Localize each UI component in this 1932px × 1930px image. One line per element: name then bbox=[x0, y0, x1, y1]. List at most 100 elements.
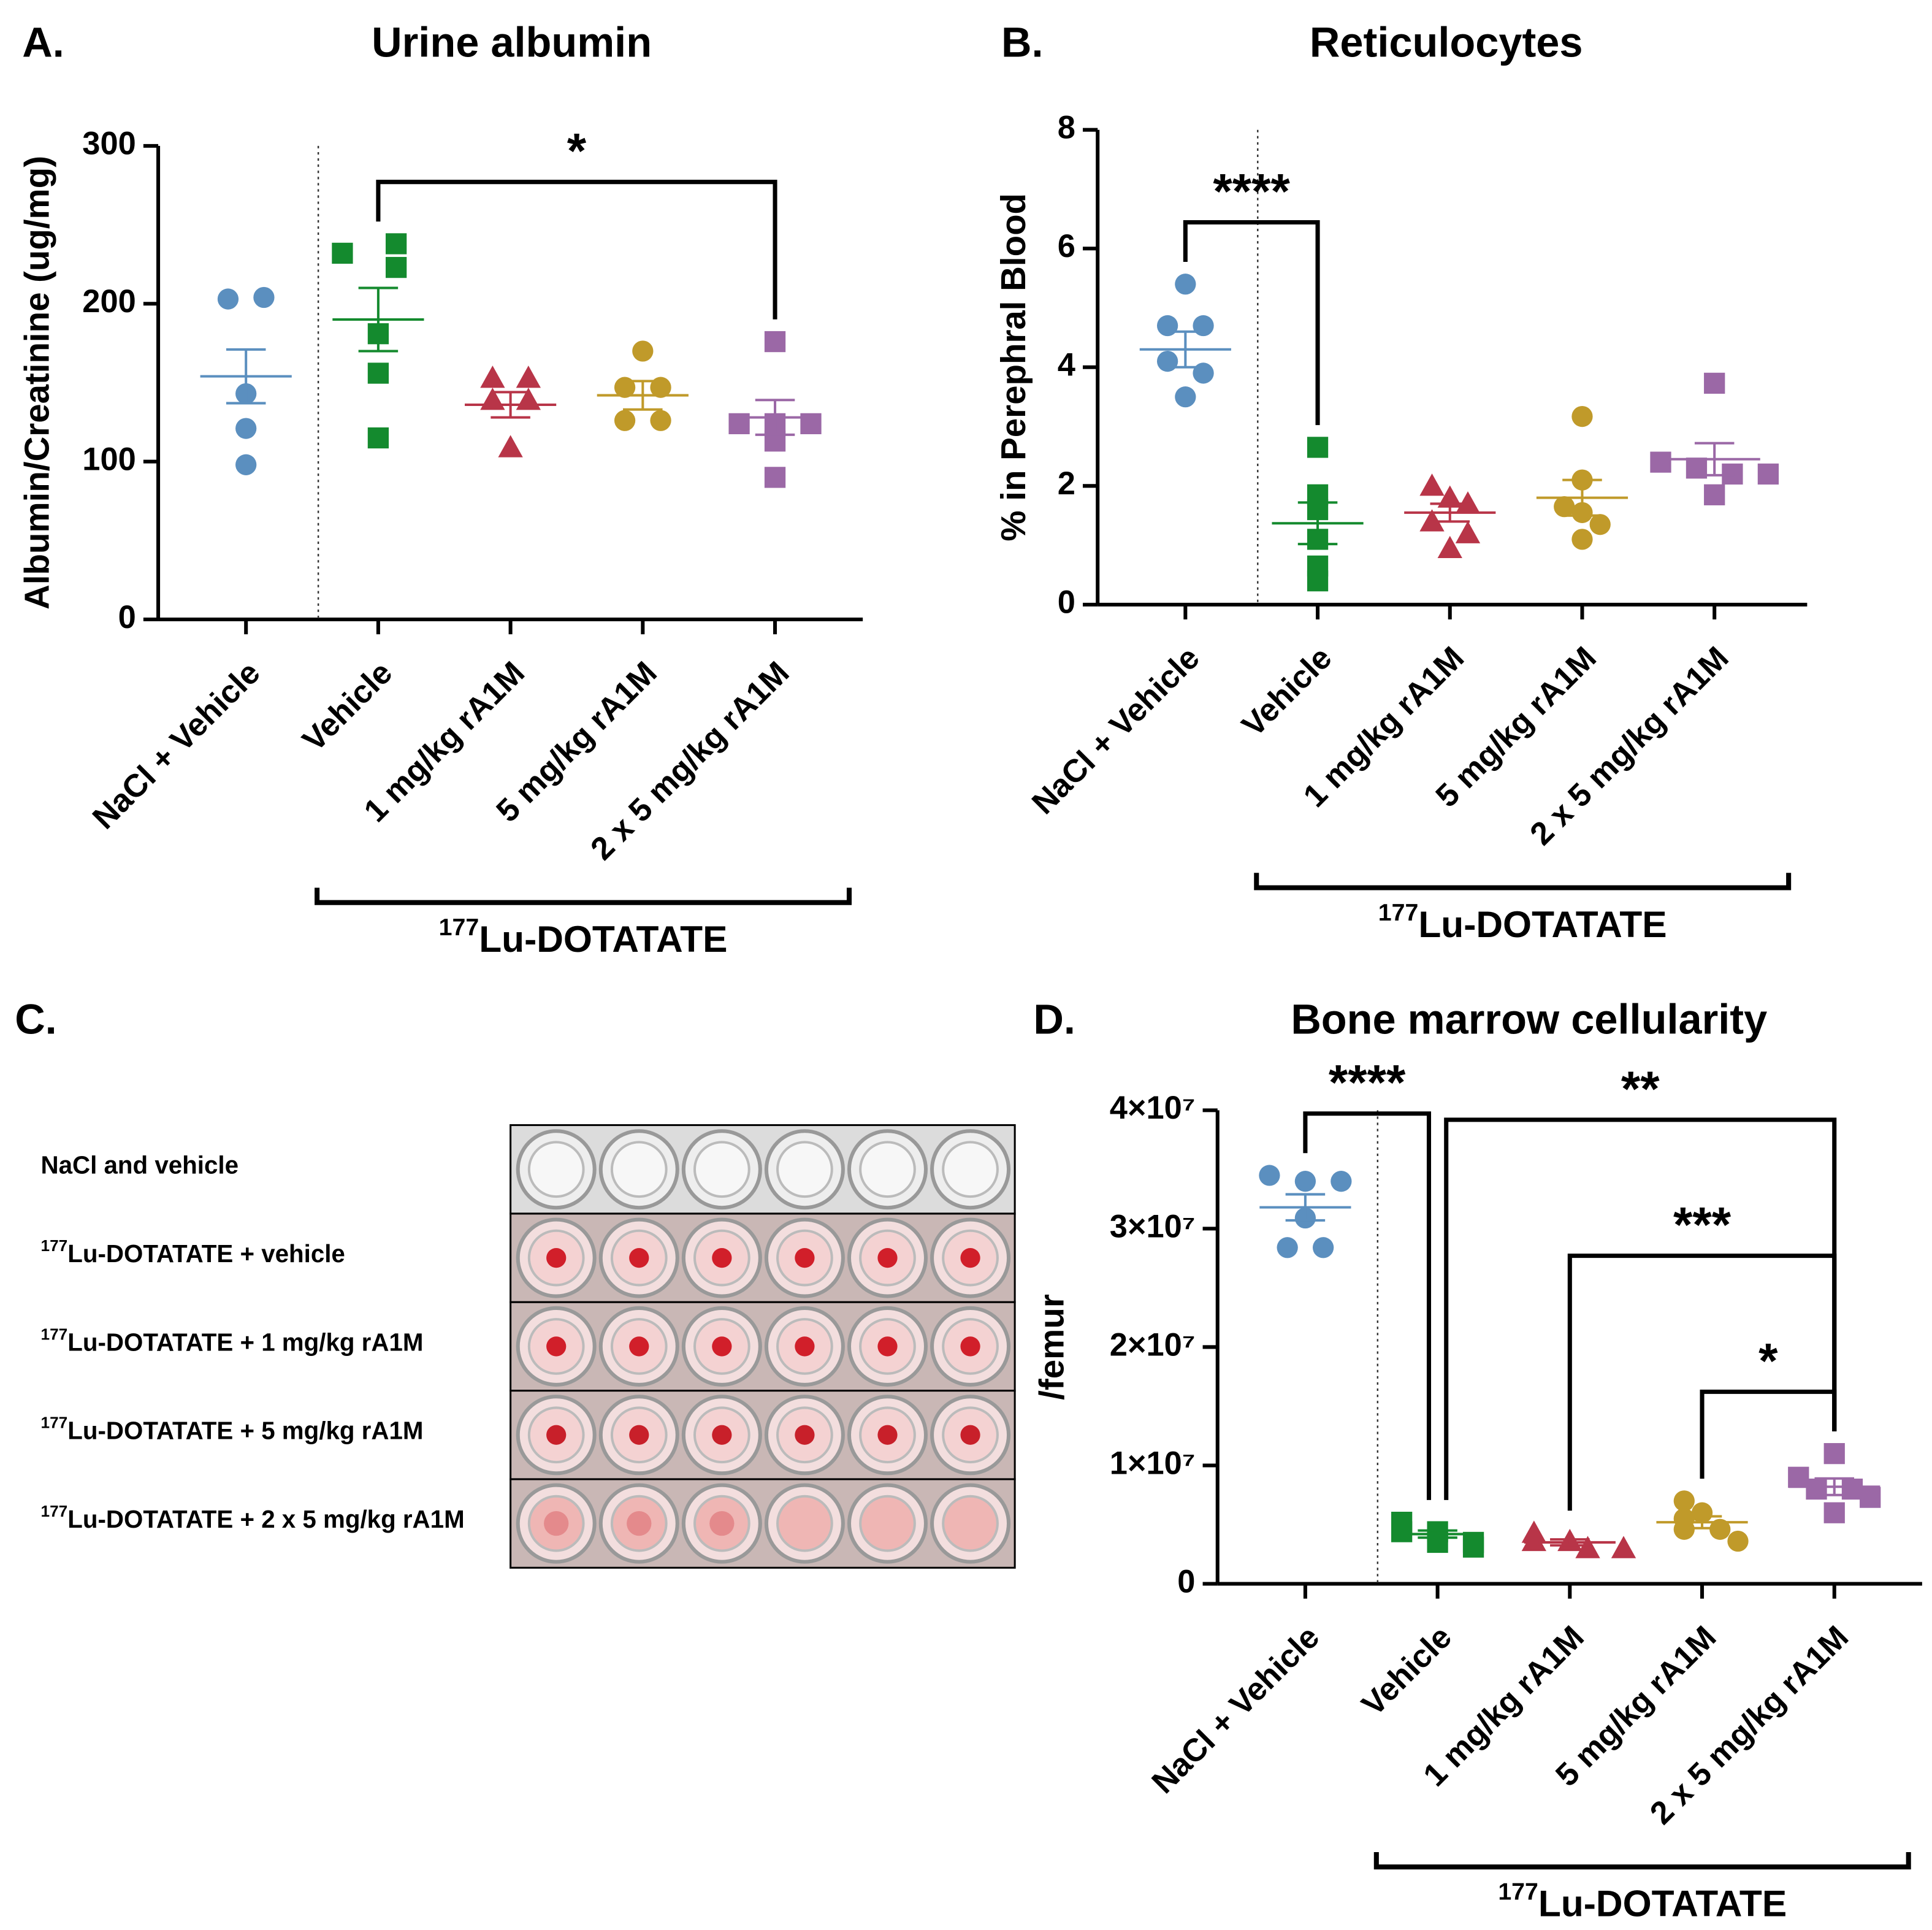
data-point bbox=[1277, 1237, 1298, 1258]
panel-label: C. bbox=[15, 995, 57, 1043]
data-point bbox=[1307, 570, 1329, 592]
group-label-sup: 177 bbox=[1378, 899, 1419, 926]
data-point bbox=[1860, 1487, 1881, 1508]
well-inner bbox=[859, 1495, 916, 1552]
significance-label: * bbox=[1758, 1333, 1778, 1388]
error-bar bbox=[1814, 1477, 1854, 1496]
blood-spot bbox=[960, 1247, 980, 1268]
chart-title: Bone marrow cellularity bbox=[1291, 995, 1767, 1043]
well-inner bbox=[610, 1141, 668, 1198]
data-point bbox=[217, 288, 239, 310]
chart-title: Urine albumin bbox=[372, 19, 652, 66]
panel-label: B. bbox=[1001, 19, 1044, 66]
error-bar bbox=[1682, 1515, 1722, 1530]
group-label-text: Lu-DOTATATE bbox=[1418, 903, 1667, 945]
significance-bracket bbox=[1567, 1254, 1837, 1511]
error-bar bbox=[358, 286, 399, 353]
group-label-text: Lu-DOTATATE bbox=[479, 918, 727, 960]
y-tick-label: 2×10⁷ bbox=[1110, 1327, 1196, 1363]
error-bar bbox=[623, 380, 663, 411]
y-tick-label: 100 bbox=[82, 442, 136, 477]
y-tick-label: 4×10⁷ bbox=[1110, 1090, 1196, 1126]
blood-spot bbox=[629, 1425, 649, 1445]
data-point bbox=[367, 427, 389, 449]
significance-label: **** bbox=[1213, 164, 1290, 219]
well-inner bbox=[776, 1141, 833, 1198]
data-point bbox=[1156, 350, 1178, 372]
photo-row-label-text: NaCl and vehicle bbox=[41, 1151, 239, 1179]
well-inner bbox=[776, 1495, 833, 1552]
significance-label: **** bbox=[1329, 1055, 1406, 1111]
blood-spot bbox=[712, 1247, 732, 1268]
data-point bbox=[1823, 1502, 1845, 1523]
group-bracket bbox=[315, 887, 852, 905]
data-point bbox=[1193, 315, 1214, 337]
y-tick-label: 4 bbox=[1058, 348, 1075, 383]
data-point bbox=[385, 233, 407, 255]
photo-row-label-text: Lu-DOTATATE + 2 x 5 mg/kg rA1M bbox=[67, 1506, 464, 1533]
significance-label: ** bbox=[1621, 1062, 1660, 1117]
data-point bbox=[385, 256, 407, 278]
well-inner bbox=[942, 1495, 999, 1552]
x-tick-label: Vehicle bbox=[296, 655, 400, 759]
well-inner bbox=[942, 1141, 999, 1198]
data-point bbox=[1294, 1171, 1316, 1192]
data-point bbox=[1554, 496, 1575, 518]
blood-spot bbox=[877, 1247, 898, 1268]
y-tick-label: 6 bbox=[1058, 229, 1075, 264]
blood-spot bbox=[795, 1247, 815, 1268]
photo-row-label: 177Lu-DOTATATE + 1 mg/kg rA1M bbox=[41, 1325, 424, 1356]
data-point bbox=[516, 366, 541, 388]
x-tick-label: NaCl + Vehicle bbox=[86, 655, 267, 836]
photo-row-label-text: Lu-DOTATATE + 1 mg/kg rA1M bbox=[67, 1328, 423, 1356]
data-point bbox=[614, 410, 636, 431]
data-point bbox=[480, 366, 505, 388]
blood-spot bbox=[709, 1511, 735, 1536]
blood-spot bbox=[795, 1336, 815, 1357]
blood-spot bbox=[546, 1336, 567, 1357]
blood-spot bbox=[629, 1336, 649, 1357]
data-point bbox=[1312, 1237, 1334, 1258]
data-point bbox=[1259, 1165, 1280, 1186]
error-bar bbox=[755, 399, 795, 436]
blood-spot bbox=[544, 1511, 569, 1536]
error-bar bbox=[491, 391, 530, 419]
blood-spot bbox=[877, 1336, 898, 1357]
significance-label: *** bbox=[1673, 1198, 1732, 1253]
photo-row-label: 177Lu-DOTATATE + 2 x 5 mg/kg rA1M bbox=[41, 1502, 465, 1533]
y-tick-label: 1×10⁷ bbox=[1110, 1446, 1196, 1481]
data-point bbox=[1331, 1171, 1352, 1192]
blood-spot bbox=[546, 1247, 567, 1268]
data-point bbox=[1727, 1530, 1749, 1552]
x-tick-label: Vehicle bbox=[1355, 1619, 1459, 1723]
group-label: 177Lu-DOTATATE bbox=[439, 914, 728, 960]
photo-row-label-text: Lu-DOTATATE + vehicle bbox=[67, 1240, 345, 1268]
data-point bbox=[235, 418, 257, 439]
data-point bbox=[1841, 1478, 1863, 1500]
data-point bbox=[1823, 1443, 1845, 1465]
data-point bbox=[1806, 1478, 1827, 1500]
data-point bbox=[1307, 437, 1329, 458]
data-point bbox=[1704, 372, 1725, 394]
photo-row-label: 177Lu-DOTATATE + 5 mg/kg rA1M bbox=[41, 1414, 424, 1445]
data-point bbox=[1571, 405, 1593, 427]
y-tick-label: 0 bbox=[1177, 1564, 1195, 1599]
data-point bbox=[498, 435, 523, 458]
y-axis-label: Albumin/Creatinine (ug/mg) bbox=[17, 156, 56, 610]
error-bar bbox=[1166, 330, 1205, 369]
group-label-sup: 177 bbox=[439, 914, 479, 941]
data-point bbox=[1462, 1536, 1484, 1558]
data-point bbox=[764, 467, 786, 488]
error-bar bbox=[1694, 442, 1735, 477]
y-axis-label: /femur bbox=[1033, 1294, 1071, 1400]
data-point bbox=[1521, 1528, 1547, 1552]
data-point bbox=[1757, 463, 1779, 485]
data-point bbox=[1419, 473, 1445, 496]
y-tick-label: 8 bbox=[1058, 110, 1075, 146]
error-bar bbox=[1297, 501, 1338, 546]
photo-row-label-sup: 177 bbox=[41, 1502, 68, 1520]
group-bracket bbox=[1373, 1851, 1911, 1870]
data-point bbox=[367, 362, 389, 384]
significance-bracket bbox=[1303, 1111, 1432, 1500]
data-point bbox=[650, 410, 671, 431]
